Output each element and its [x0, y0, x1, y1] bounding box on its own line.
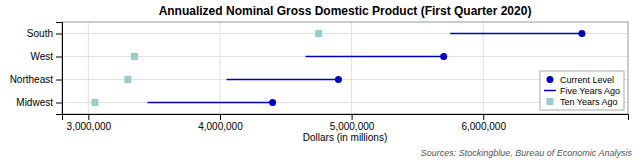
chart: 3,000,000 4,000,000 5,000,000 6,000,000 Sout…: [0, 0, 640, 160]
y-tick-mark: [56, 57, 62, 58]
x-tick-label: 5,000,000: [330, 121, 375, 132]
legend-swatch: [546, 98, 553, 105]
x-tick: 6,000,000: [461, 114, 506, 132]
grid-line-y: [62, 33, 628, 34]
x-tick-mark: [483, 114, 484, 120]
y-tick-label: Northeast: [10, 74, 54, 85]
y-axis-line: [56, 23, 63, 115]
y-tick: South: [27, 28, 62, 39]
point: [131, 53, 138, 60]
segment: [450, 33, 582, 35]
x-tick: 5,000,000: [330, 114, 375, 132]
legend-label: Ten Years Ago: [560, 97, 618, 107]
grid-line-x: [219, 22, 220, 114]
grid-line-y: [62, 56, 628, 57]
legend-item: Five Years Ago: [544, 86, 620, 96]
legend-label: Current Level: [560, 75, 614, 85]
y-tick-mark: [56, 103, 62, 104]
legend: Current LevelFive Years AgoTen Years Ago: [540, 71, 624, 110]
x-tick-mark: [88, 114, 89, 120]
y-tick-label: West: [30, 51, 53, 62]
x-tick-label: 4,000,000: [198, 121, 243, 132]
point: [91, 99, 98, 106]
legend-item: Current Level: [546, 75, 614, 85]
legend-box: [540, 71, 624, 110]
plot-frame: [62, 22, 628, 114]
x-axis-title: Dollars (in millions): [303, 132, 387, 143]
x-tick-mark: [220, 114, 221, 120]
grid-line-x: [88, 22, 89, 114]
point: [315, 30, 322, 37]
grid-line-x: [351, 22, 352, 114]
x-tick: 4,000,000: [198, 114, 243, 132]
point: [440, 53, 447, 60]
legend-swatch: [546, 76, 553, 83]
y-tick: Northeast: [10, 74, 62, 85]
legend-label: Five Years Ago: [560, 86, 620, 96]
segment: [306, 56, 444, 58]
segment: [148, 102, 273, 104]
plot-area: 3,000,000 4,000,000 5,000,000 6,000,000 Sout…: [10, 22, 629, 132]
y-tick-mark: [56, 34, 62, 35]
x-tick-label: 3,000,000: [67, 121, 112, 132]
point: [124, 76, 131, 83]
point: [335, 76, 342, 83]
y-tick-label: South: [27, 28, 53, 39]
annotation: Sources: Stockingblue, Bureau of Economi…: [421, 148, 633, 158]
title: Annualized Nominal Gross Domestic Produc…: [159, 4, 532, 18]
legend-item: Ten Years Ago: [546, 97, 617, 107]
x-tick-label: 6,000,000: [461, 121, 506, 132]
segment: [227, 79, 339, 81]
point: [269, 99, 276, 106]
legend-swatch: [544, 90, 556, 92]
point: [578, 30, 585, 37]
y-tick-mark: [56, 80, 62, 81]
marks: [91, 30, 585, 106]
x-tick-mark: [352, 114, 353, 120]
x-tick: 3,000,000: [67, 114, 112, 132]
y-tick-label: Midwest: [16, 97, 53, 108]
y-tick: West: [30, 51, 62, 62]
x-axis: 3,000,000 4,000,000 5,000,000 6,000,000: [63, 114, 629, 132]
y-axis: South West Northeast Midwest: [10, 23, 63, 115]
grid-line-x: [483, 22, 484, 114]
y-tick: Midwest: [16, 97, 62, 108]
x-axis-line: [63, 115, 629, 121]
grid: [62, 22, 628, 114]
